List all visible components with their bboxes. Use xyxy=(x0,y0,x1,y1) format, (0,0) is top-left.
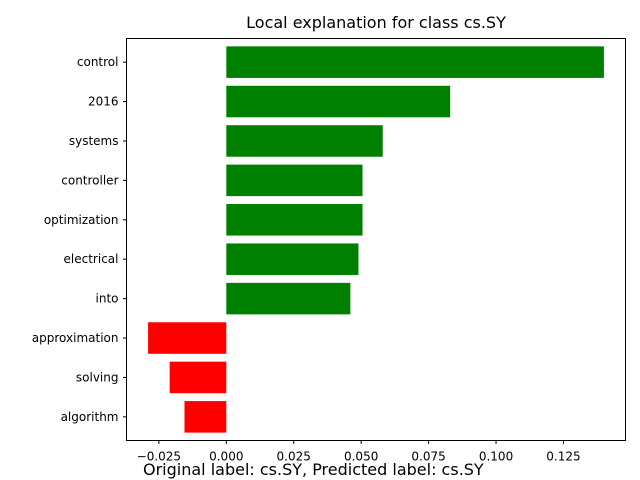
x-tick-label: 0.125 xyxy=(546,450,580,464)
bar-solving xyxy=(169,361,227,394)
y-tick-label: systems xyxy=(69,134,119,148)
x-tick-label: 0.050 xyxy=(344,450,378,464)
y-tick-label: approximation xyxy=(32,331,119,345)
bar-controller xyxy=(226,164,363,197)
bar-approximation xyxy=(148,322,227,354)
x-axis-ticks: −0.025 0.000 0.025 0.050 0.075 0.100 0.125 xyxy=(137,440,581,464)
y-tick-label: into xyxy=(96,292,119,306)
y-tick-label: electrical xyxy=(64,252,119,266)
x-tick-label: 0.025 xyxy=(277,450,311,464)
y-tick-label: algorithm xyxy=(61,410,119,424)
x-tick-label: −0.025 xyxy=(137,450,181,464)
bar-2016 xyxy=(226,85,451,118)
axes-frame xyxy=(126,38,626,441)
bar-electrical xyxy=(226,243,359,275)
bars-group xyxy=(148,46,604,433)
bar-control xyxy=(226,46,604,78)
bar-algorithm xyxy=(184,401,227,433)
x-tick-label: 0.000 xyxy=(209,450,243,464)
y-tick-label: 2016 xyxy=(88,95,119,109)
y-axis-ticks: control 2016 systems controller optimization… xyxy=(32,55,127,424)
chart-title: Local explanation for class cs.SY xyxy=(246,13,506,32)
chart-footer: Original label: cs.SY, Predicted label: … xyxy=(143,460,484,479)
bar-into xyxy=(226,282,351,315)
y-tick-label: control xyxy=(77,55,119,69)
y-tick-label: controller xyxy=(61,173,118,187)
y-tick-label: solving xyxy=(76,370,119,384)
bar-systems xyxy=(226,125,383,157)
x-tick-label: 0.100 xyxy=(479,450,513,464)
bar-optimization xyxy=(226,204,363,236)
y-tick-label: optimization xyxy=(44,213,119,227)
x-tick-label: 0.075 xyxy=(411,450,445,464)
